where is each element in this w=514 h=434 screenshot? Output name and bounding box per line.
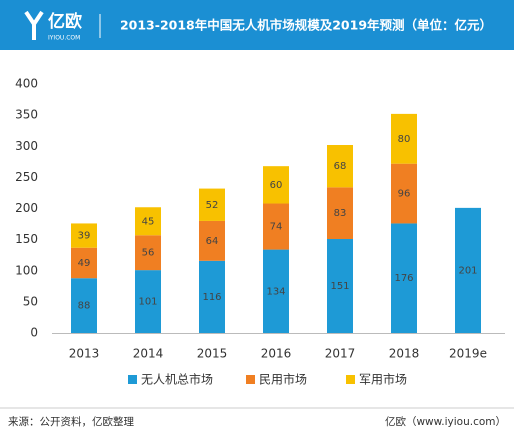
bar-segment bbox=[135, 207, 161, 236]
x-tick-label: 2014 bbox=[133, 347, 164, 361]
value-label: 176 bbox=[394, 273, 413, 284]
bar-segment bbox=[135, 270, 161, 333]
value-label: 116 bbox=[202, 292, 221, 303]
bar-segment bbox=[455, 207, 481, 333]
source: 来源：公开资料，亿欧整理 bbox=[8, 415, 134, 428]
value-label: 60 bbox=[270, 180, 283, 191]
value-label: 83 bbox=[334, 208, 347, 219]
y-tick-label: 50 bbox=[23, 294, 38, 308]
chart-title: 2013-2018年中国无人机市场规模及2019年预测（单位：亿元） bbox=[120, 18, 492, 33]
value-label: 74 bbox=[270, 222, 283, 233]
bar-segment bbox=[327, 187, 353, 240]
value-label: 151 bbox=[330, 281, 349, 292]
legend-swatch bbox=[246, 375, 255, 384]
x-tick-label: 2017 bbox=[325, 347, 356, 361]
value-label: 52 bbox=[206, 200, 219, 211]
y-tick-label: 400 bbox=[15, 77, 38, 91]
bar-segment bbox=[135, 235, 161, 271]
y-tick-label: 0 bbox=[30, 326, 38, 340]
bar-segment bbox=[391, 163, 417, 224]
y-tick-label: 250 bbox=[15, 170, 38, 184]
logo-mark bbox=[24, 10, 44, 40]
bar-segment bbox=[71, 247, 97, 279]
y-tick-label: 150 bbox=[15, 232, 38, 246]
x-tick-label: 2016 bbox=[261, 347, 292, 361]
bar-segment bbox=[199, 260, 225, 333]
value-label: 45 bbox=[142, 216, 155, 227]
legend-swatch bbox=[346, 375, 355, 384]
y-tick-label: 200 bbox=[15, 201, 38, 215]
bar-segment bbox=[391, 223, 417, 333]
y-tick-label: 100 bbox=[15, 263, 38, 277]
value-label: 49 bbox=[78, 258, 91, 269]
y-tick-label: 300 bbox=[15, 139, 38, 153]
x-tick-label: 2019e bbox=[449, 347, 487, 361]
brand: 亿欧（www.iyiou.com） bbox=[385, 415, 506, 428]
bar-segment bbox=[327, 145, 353, 188]
y-tick-label: 350 bbox=[15, 108, 38, 122]
value-label: 64 bbox=[206, 236, 219, 247]
bar-segment bbox=[71, 278, 97, 333]
value-label: 96 bbox=[398, 189, 411, 200]
legend-swatch bbox=[128, 375, 137, 384]
bar-segment bbox=[391, 113, 417, 164]
value-label: 56 bbox=[142, 248, 155, 259]
bar-segment bbox=[199, 188, 225, 221]
logo-sub: IYIOU.COM bbox=[48, 35, 80, 42]
value-label: 39 bbox=[78, 231, 91, 242]
legend-label: 无人机总市场 bbox=[141, 372, 213, 387]
bar-segment bbox=[263, 249, 289, 333]
bar-segment bbox=[199, 220, 225, 261]
logo-text: 亿欧 bbox=[48, 11, 82, 32]
x-tick-label: 2013 bbox=[69, 347, 100, 361]
header-bar bbox=[0, 0, 514, 50]
value-label: 201 bbox=[458, 265, 477, 276]
value-label: 68 bbox=[334, 161, 347, 172]
bar-segment bbox=[263, 166, 289, 204]
bar-segment bbox=[71, 223, 97, 248]
bar-segment bbox=[263, 203, 289, 250]
value-label: 80 bbox=[398, 134, 411, 145]
bar-segment bbox=[327, 239, 353, 333]
x-tick-label: 2015 bbox=[197, 347, 228, 361]
legend-label: 民用市场 bbox=[259, 372, 307, 387]
legend-label: 军用市场 bbox=[359, 372, 407, 387]
x-tick-label: 2018 bbox=[389, 347, 420, 361]
value-label: 101 bbox=[138, 297, 157, 308]
value-label: 88 bbox=[78, 301, 91, 312]
value-label: 134 bbox=[266, 286, 285, 297]
